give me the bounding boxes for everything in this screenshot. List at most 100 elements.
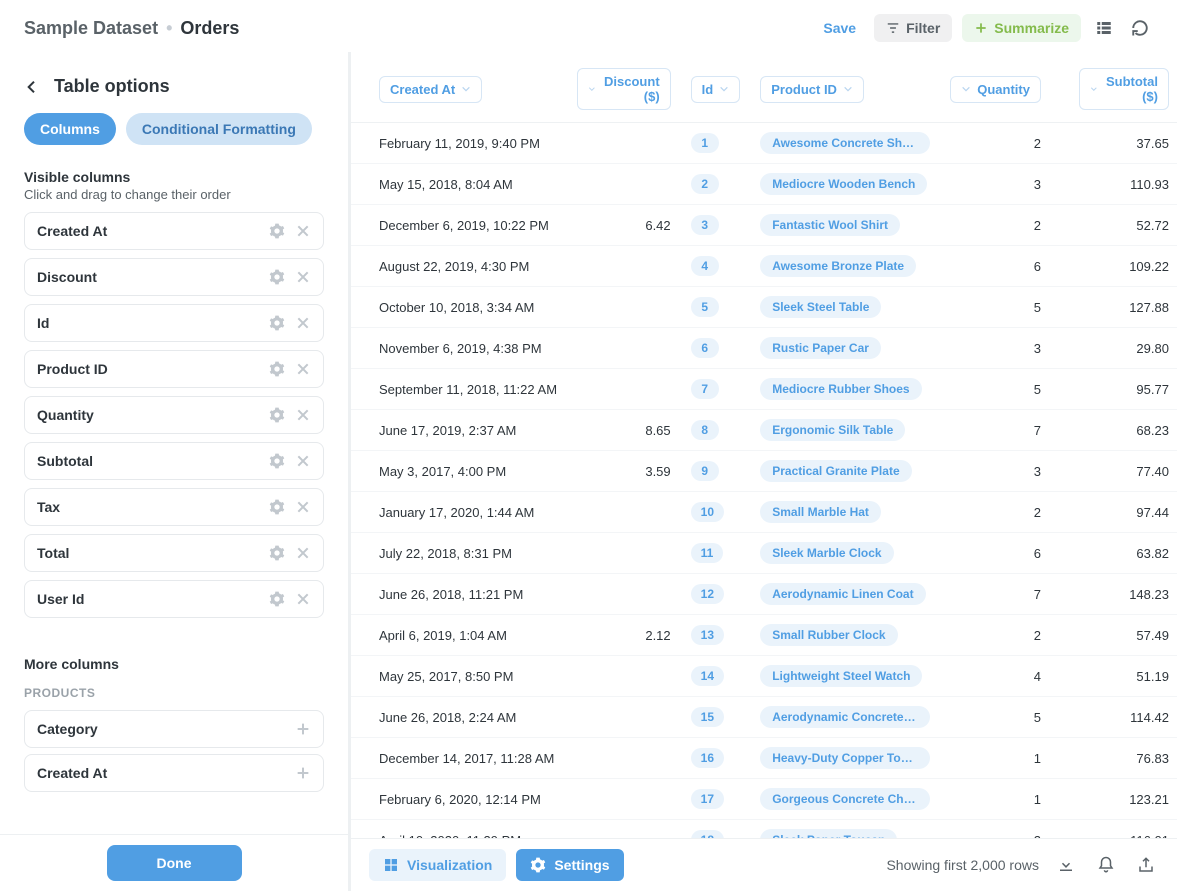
id-pill[interactable]: 2 bbox=[691, 174, 719, 194]
product-pill[interactable]: Sleek Steel Table bbox=[760, 296, 881, 318]
visible-column-item[interactable]: Subtotal bbox=[24, 442, 324, 480]
product-pill[interactable]: Lightweight Steel Watch bbox=[760, 665, 922, 687]
editor-button[interactable] bbox=[1091, 15, 1117, 41]
alert-button[interactable] bbox=[1093, 852, 1119, 878]
id-pill[interactable]: 11 bbox=[691, 543, 724, 563]
summarize-button[interactable]: Summarize bbox=[962, 14, 1081, 42]
column-settings-button[interactable] bbox=[269, 591, 285, 607]
column-settings-button[interactable] bbox=[269, 545, 285, 561]
dataset-name[interactable]: Sample Dataset bbox=[24, 18, 158, 39]
id-pill[interactable]: 15 bbox=[691, 707, 724, 727]
filter-button[interactable]: Filter bbox=[874, 14, 952, 42]
settings-button[interactable]: Settings bbox=[516, 849, 623, 881]
table-row[interactable]: December 6, 2019, 10:22 PM6.423Fantastic… bbox=[351, 205, 1177, 246]
col-header-discount[interactable]: Discount ($) bbox=[577, 68, 671, 110]
visible-column-item[interactable]: User Id bbox=[24, 580, 324, 618]
table-row[interactable]: June 26, 2018, 11:21 PM12Aerodynamic Lin… bbox=[351, 574, 1177, 615]
id-pill[interactable]: 17 bbox=[691, 789, 724, 809]
id-pill[interactable]: 16 bbox=[691, 748, 724, 768]
visible-column-item[interactable]: Tax bbox=[24, 488, 324, 526]
column-remove-button[interactable] bbox=[295, 315, 311, 331]
back-button[interactable] bbox=[24, 79, 40, 95]
table-row[interactable]: February 11, 2019, 9:40 PM1Awesome Concr… bbox=[351, 123, 1177, 164]
id-pill[interactable]: 10 bbox=[691, 502, 724, 522]
id-pill[interactable]: 13 bbox=[691, 625, 724, 645]
product-pill[interactable]: Mediocre Wooden Bench bbox=[760, 173, 927, 195]
table-row[interactable]: May 15, 2018, 8:04 AM2Mediocre Wooden Be… bbox=[351, 164, 1177, 205]
done-button[interactable]: Done bbox=[107, 845, 242, 881]
column-settings-button[interactable] bbox=[269, 223, 285, 239]
refresh-button[interactable] bbox=[1127, 15, 1153, 41]
id-pill[interactable]: 6 bbox=[691, 338, 719, 358]
table-row[interactable]: January 17, 2020, 1:44 AM10Small Marble … bbox=[351, 492, 1177, 533]
product-pill[interactable]: Awesome Bronze Plate bbox=[760, 255, 916, 277]
product-pill[interactable]: Practical Granite Plate bbox=[760, 460, 911, 482]
visualization-button[interactable]: Visualization bbox=[369, 849, 506, 881]
product-pill[interactable]: Small Marble Hat bbox=[760, 501, 881, 523]
id-pill[interactable]: 1 bbox=[691, 133, 719, 153]
table-scroll[interactable]: Created At Discount ($) Id Product ID Qu… bbox=[351, 52, 1177, 838]
product-pill[interactable]: Aerodynamic Concrete … bbox=[760, 706, 930, 728]
product-pill[interactable]: Small Rubber Clock bbox=[760, 624, 897, 646]
table-name[interactable]: Orders bbox=[180, 18, 239, 39]
column-settings-button[interactable] bbox=[269, 315, 285, 331]
visible-column-item[interactable]: Discount bbox=[24, 258, 324, 296]
product-pill[interactable]: Awesome Concrete Shoes bbox=[760, 132, 930, 154]
product-pill[interactable]: Gorgeous Concrete Chair bbox=[760, 788, 930, 810]
column-settings-button[interactable] bbox=[269, 499, 285, 515]
id-pill[interactable]: 4 bbox=[691, 256, 719, 276]
table-row[interactable]: November 6, 2019, 4:38 PM6Rustic Paper C… bbox=[351, 328, 1177, 369]
product-pill[interactable]: Aerodynamic Linen Coat bbox=[760, 583, 925, 605]
table-row[interactable]: May 25, 2017, 8:50 PM14Lightweight Steel… bbox=[351, 656, 1177, 697]
id-pill[interactable]: 14 bbox=[691, 666, 724, 686]
column-remove-button[interactable] bbox=[295, 407, 311, 423]
visible-column-item[interactable]: Product ID bbox=[24, 350, 324, 388]
product-pill[interactable]: Heavy-Duty Copper Tou… bbox=[760, 747, 930, 769]
column-settings-button[interactable] bbox=[269, 453, 285, 469]
id-pill[interactable]: 7 bbox=[691, 379, 719, 399]
col-header-subtotal[interactable]: Subtotal ($) bbox=[1079, 68, 1169, 110]
table-row[interactable]: April 10, 2020, 11:29 PM18Sleek Paper To… bbox=[351, 820, 1177, 839]
column-remove-button[interactable] bbox=[295, 269, 311, 285]
column-remove-button[interactable] bbox=[295, 499, 311, 515]
table-row[interactable]: September 11, 2018, 11:22 AM7Mediocre Ru… bbox=[351, 369, 1177, 410]
id-pill[interactable]: 9 bbox=[691, 461, 719, 481]
add-column-button[interactable] bbox=[295, 721, 311, 737]
share-button[interactable] bbox=[1133, 852, 1159, 878]
column-remove-button[interactable] bbox=[295, 591, 311, 607]
tab-conditional-formatting[interactable]: Conditional Formatting bbox=[126, 113, 312, 145]
col-header-id[interactable]: Id bbox=[691, 76, 741, 103]
column-settings-button[interactable] bbox=[269, 407, 285, 423]
product-pill[interactable]: Rustic Paper Car bbox=[760, 337, 881, 359]
table-row[interactable]: February 6, 2020, 12:14 PM17Gorgeous Con… bbox=[351, 779, 1177, 820]
column-settings-button[interactable] bbox=[269, 269, 285, 285]
product-pill[interactable]: Sleek Paper Toucan bbox=[760, 829, 897, 838]
download-button[interactable] bbox=[1053, 852, 1079, 878]
add-column-button[interactable] bbox=[295, 765, 311, 781]
col-header-created-at[interactable]: Created At bbox=[379, 76, 482, 103]
id-pill[interactable]: 3 bbox=[691, 215, 719, 235]
column-settings-button[interactable] bbox=[269, 361, 285, 377]
visible-column-item[interactable]: Id bbox=[24, 304, 324, 342]
product-pill[interactable]: Ergonomic Silk Table bbox=[760, 419, 905, 441]
column-remove-button[interactable] bbox=[295, 361, 311, 377]
table-row[interactable]: July 22, 2018, 8:31 PM11Sleek Marble Clo… bbox=[351, 533, 1177, 574]
table-row[interactable]: April 6, 2019, 1:04 AM2.1213Small Rubber… bbox=[351, 615, 1177, 656]
table-row[interactable]: August 22, 2019, 4:30 PM4Awesome Bronze … bbox=[351, 246, 1177, 287]
table-row[interactable]: June 17, 2019, 2:37 AM8.658Ergonomic Sil… bbox=[351, 410, 1177, 451]
visible-column-item[interactable]: Quantity bbox=[24, 396, 324, 434]
product-pill[interactable]: Sleek Marble Clock bbox=[760, 542, 893, 564]
id-pill[interactable]: 8 bbox=[691, 420, 719, 440]
tab-columns[interactable]: Columns bbox=[24, 113, 116, 145]
visible-column-item[interactable]: Total bbox=[24, 534, 324, 572]
more-column-item[interactable]: Created At bbox=[24, 754, 324, 792]
col-header-quantity[interactable]: Quantity bbox=[950, 76, 1041, 103]
table-row[interactable]: December 14, 2017, 11:28 AM16Heavy-Duty … bbox=[351, 738, 1177, 779]
table-row[interactable]: June 26, 2018, 2:24 AM15Aerodynamic Conc… bbox=[351, 697, 1177, 738]
column-remove-button[interactable] bbox=[295, 223, 311, 239]
visible-column-item[interactable]: Created At bbox=[24, 212, 324, 250]
col-header-product-id[interactable]: Product ID bbox=[760, 76, 864, 103]
column-remove-button[interactable] bbox=[295, 545, 311, 561]
id-pill[interactable]: 18 bbox=[691, 830, 724, 838]
product-pill[interactable]: Mediocre Rubber Shoes bbox=[760, 378, 921, 400]
